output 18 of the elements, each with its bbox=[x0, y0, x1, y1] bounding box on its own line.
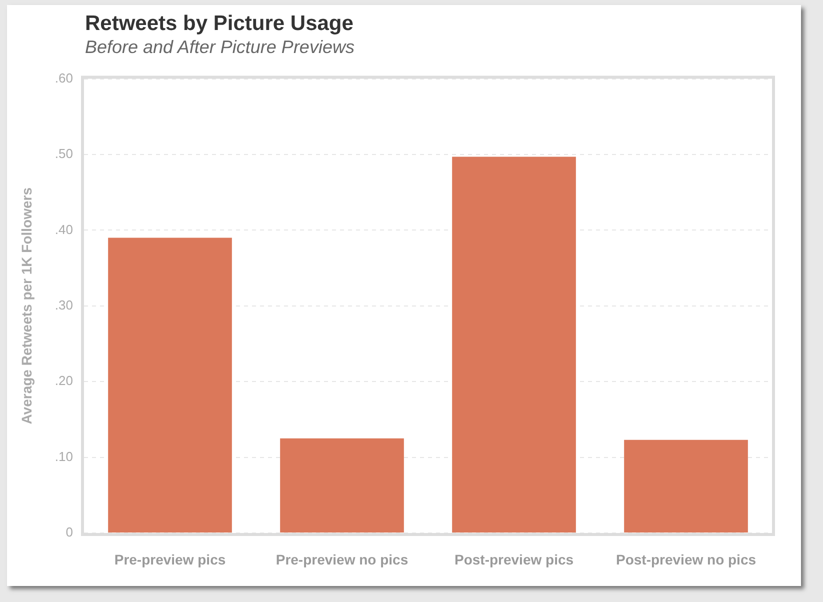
x-tick-label: Pre-preview pics bbox=[114, 551, 226, 568]
y-tick-label: .10 bbox=[54, 448, 73, 464]
bar bbox=[452, 156, 576, 532]
y-tick-label: .40 bbox=[54, 222, 73, 237]
bar bbox=[624, 440, 748, 532]
y-tick-label: .50 bbox=[54, 146, 73, 162]
y-tick-label: .60 bbox=[54, 70, 73, 86]
x-tick-label: Post-preview pics bbox=[454, 551, 574, 568]
y-axis-title: Average Retweets per 1K Followers bbox=[18, 187, 34, 424]
y-tick-label: 0 bbox=[66, 524, 73, 540]
y-tick-label: .30 bbox=[54, 297, 73, 312]
chart-subtitle: Before and After Picture Previews bbox=[85, 37, 354, 58]
bar bbox=[280, 438, 404, 532]
y-tick-label: .20 bbox=[54, 373, 73, 388]
x-tick-label: Post-preview no pics bbox=[616, 551, 756, 568]
x-tick-label: Pre-preview no pics bbox=[276, 551, 408, 568]
chart-title: Retweets by Picture Usage bbox=[85, 12, 354, 36]
bar bbox=[108, 238, 232, 532]
